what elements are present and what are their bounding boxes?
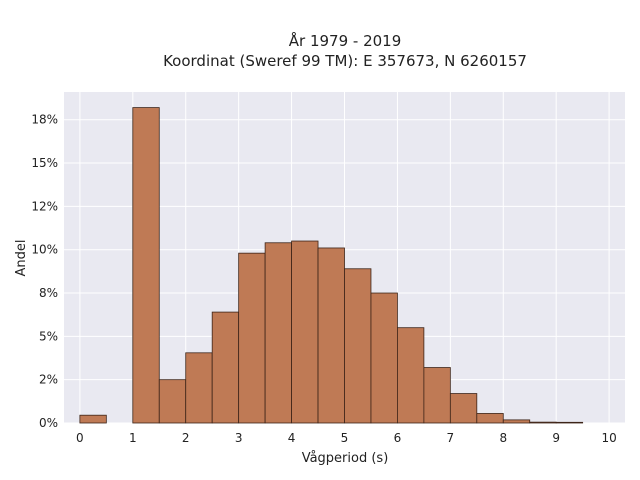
x-axis-label: Vågperiod (s)	[302, 451, 389, 466]
histogram-bar	[502, 419, 531, 424]
x-axis-ticks: 0 1 2 3 4 5 6 7 8 9 10	[76, 431, 617, 445]
histogram-bar	[291, 240, 319, 424]
histogram-bar	[185, 352, 213, 424]
x-tick-label: 5	[341, 431, 349, 445]
x-tick-label: 6	[394, 431, 402, 445]
histogram-bar	[449, 393, 478, 424]
y-tick-label: 10%	[31, 243, 58, 257]
y-tick-label: 0%	[39, 416, 58, 430]
histogram-bar	[158, 379, 187, 424]
x-tick-label: 9	[552, 431, 560, 445]
x-tick-label: 7	[447, 431, 455, 445]
histogram-bar	[476, 413, 504, 424]
x-tick-label: 2	[182, 431, 190, 445]
y-tick-label: 2%	[39, 373, 58, 387]
histogram-bar	[344, 268, 372, 424]
x-tick-label: 3	[235, 431, 243, 445]
histogram-bar	[370, 292, 398, 424]
histogram-bar	[264, 242, 292, 424]
histogram-bar	[132, 107, 160, 424]
chart-title-line1: År 1979 - 2019	[289, 31, 402, 50]
histogram-bar	[79, 414, 107, 424]
y-tick-label: 12%	[31, 199, 58, 213]
y-axis-label: Andel	[14, 240, 29, 277]
x-tick-label: 10	[601, 431, 616, 445]
histogram-bar	[317, 247, 345, 424]
histogram-bar	[423, 367, 451, 424]
histogram-bar	[529, 421, 557, 424]
y-axis-ticks: 0% 2% 5% 8% 10% 12% 15% 18%	[31, 113, 58, 430]
y-tick-label: 8%	[39, 286, 58, 300]
x-tick-label: 1	[129, 431, 137, 445]
chart-title-line2: Koordinat (Sweref 99 TM): E 357673, N 62…	[163, 52, 527, 70]
histogram-bar	[397, 327, 425, 424]
histogram-bar	[555, 421, 584, 424]
y-tick-label: 5%	[39, 329, 58, 343]
histogram-bar	[211, 311, 240, 424]
bars	[79, 107, 584, 424]
x-tick-label: 4	[288, 431, 296, 445]
x-tick-label: 0	[76, 431, 84, 445]
histogram-bar	[238, 252, 266, 424]
y-tick-label: 18%	[31, 113, 58, 127]
y-tick-label: 15%	[31, 156, 58, 170]
x-tick-label: 8	[499, 431, 507, 445]
